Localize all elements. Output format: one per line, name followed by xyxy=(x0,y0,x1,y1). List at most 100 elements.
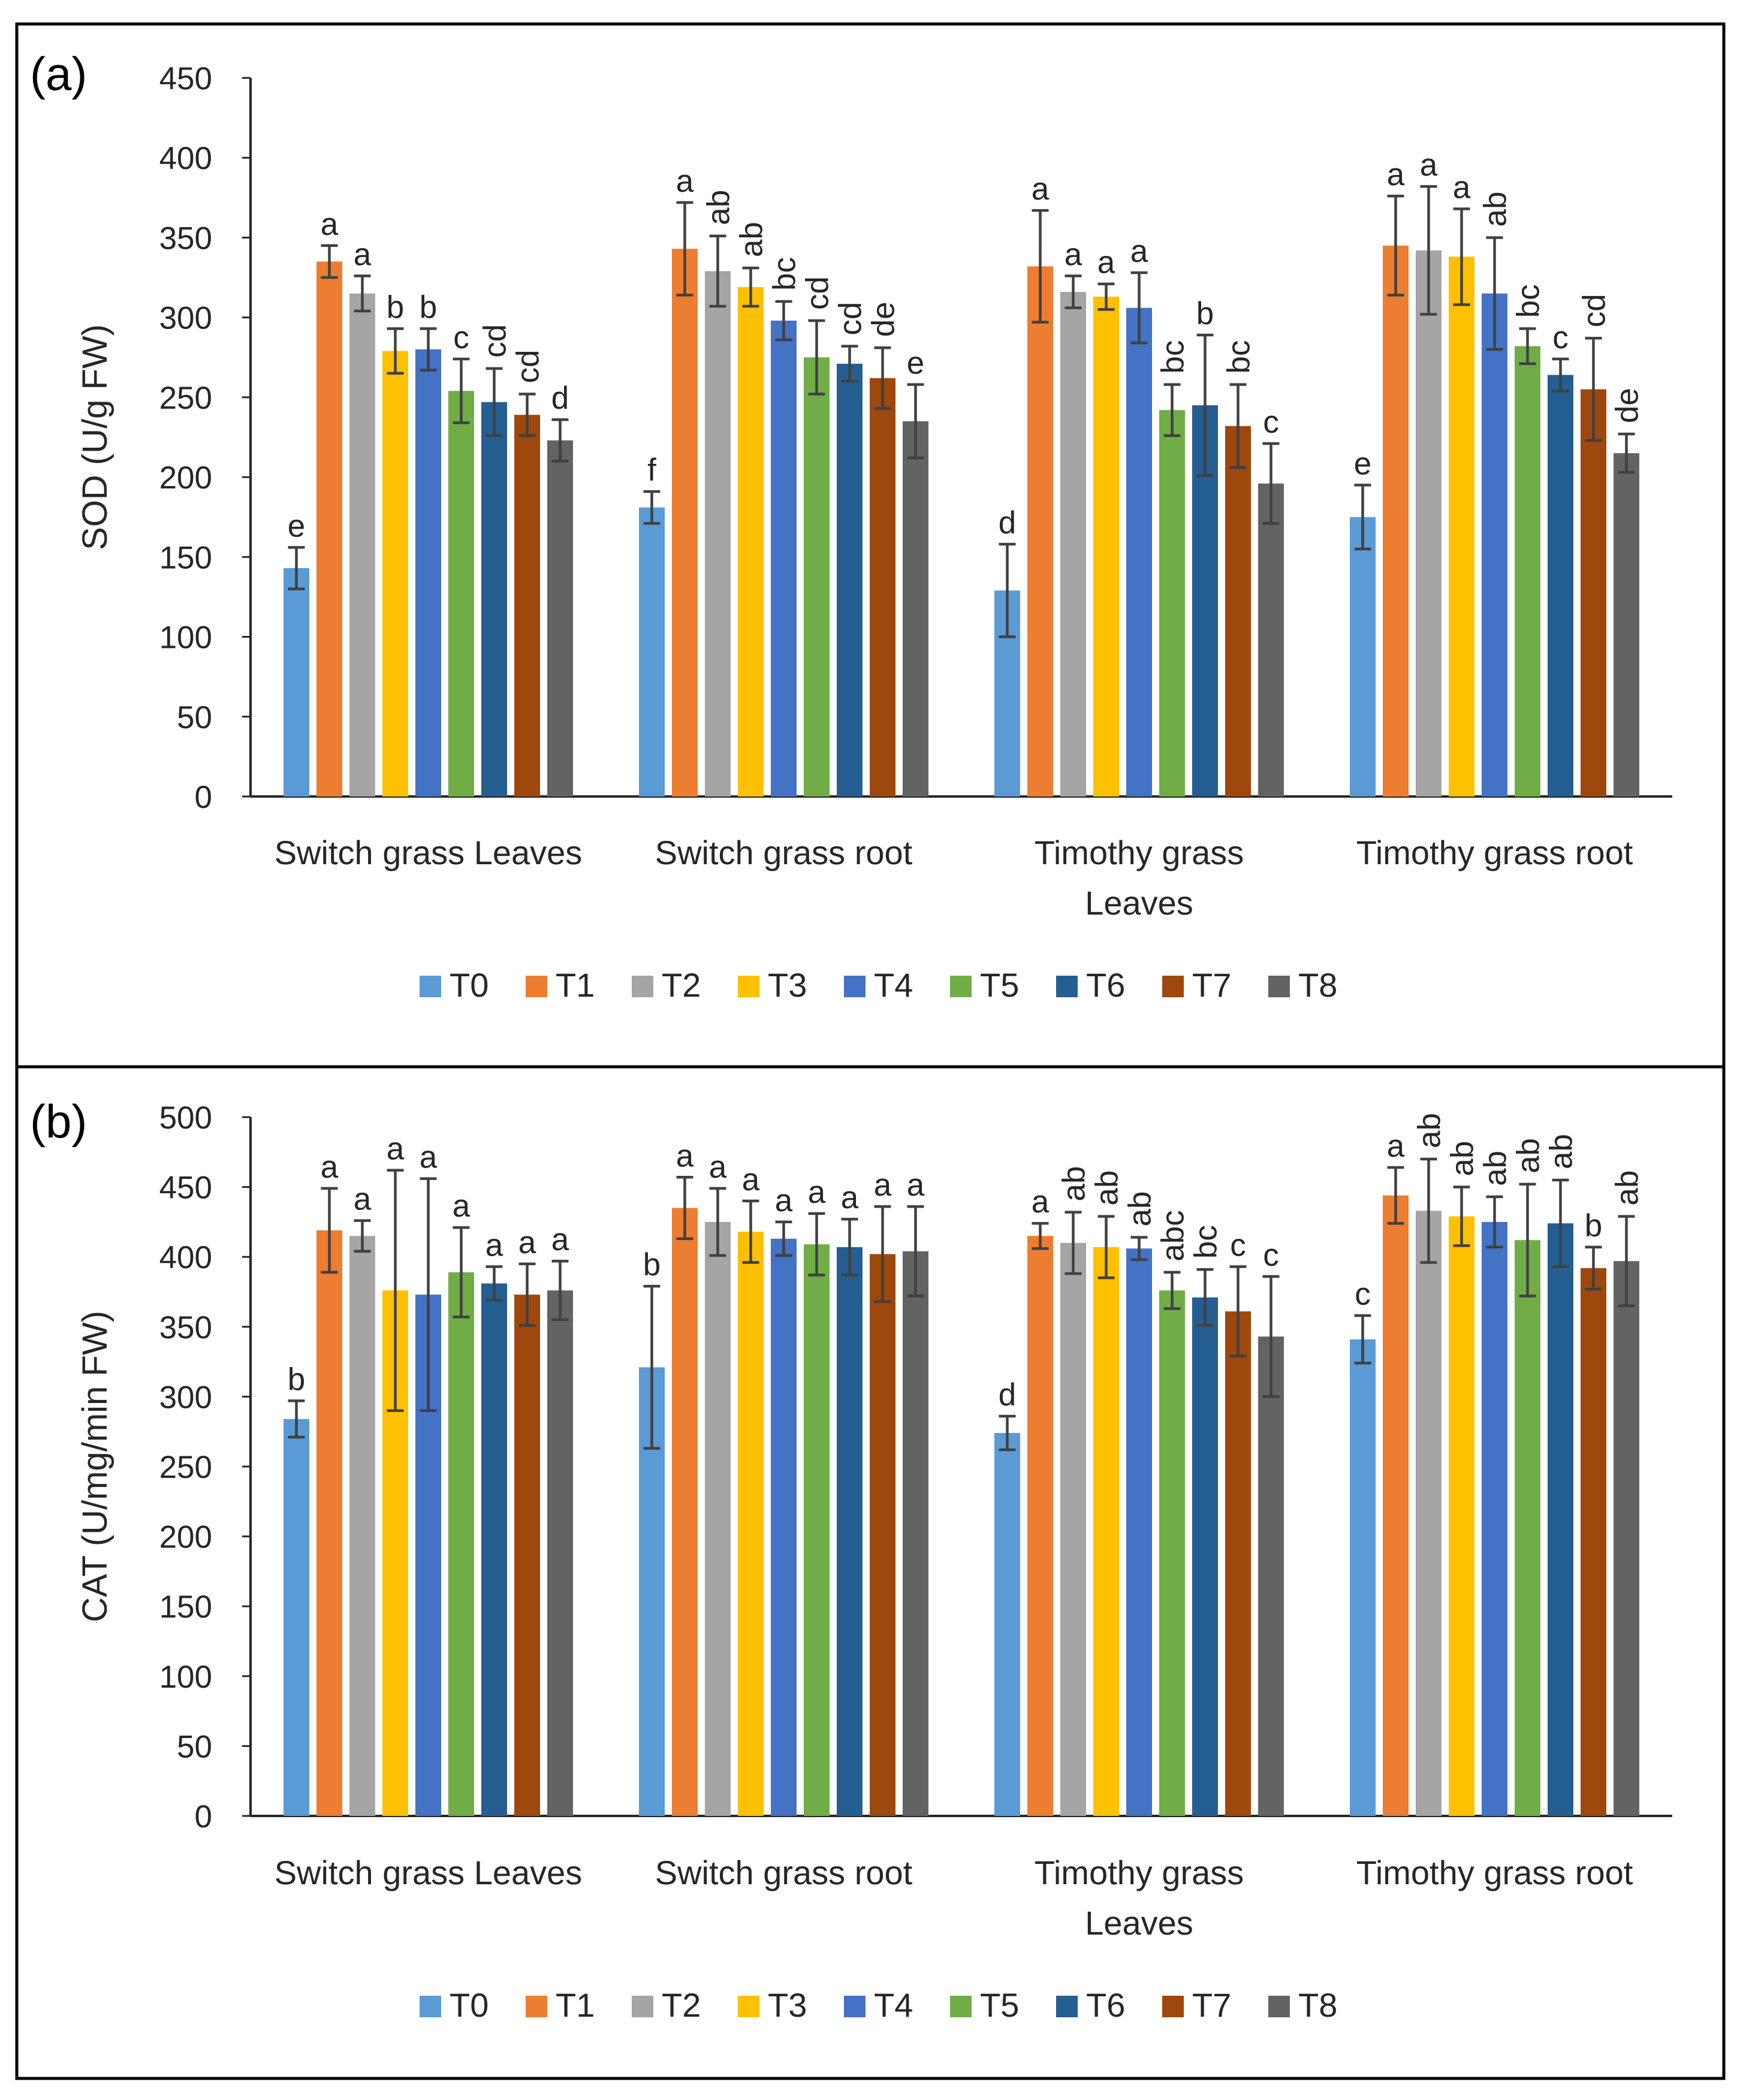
panel-a-legend-item-t3: T3 xyxy=(738,966,807,1004)
panel-a-significance-letter: bc xyxy=(767,257,803,291)
panel-b-significance-letter: abc xyxy=(1156,1210,1191,1261)
panel-b-category-label-line: Leaves xyxy=(1085,1904,1193,1942)
panel-a-category-label-line: Leaves xyxy=(1085,884,1193,922)
panel-a-bar-t0 xyxy=(639,507,665,796)
panel-a-bar-t6 xyxy=(481,402,507,796)
panel-a-significance-letter: e xyxy=(907,346,924,381)
panel-b-bar-t2 xyxy=(705,1221,731,1816)
panel-a-bar-t7 xyxy=(870,378,895,796)
panel-b-bar-t3 xyxy=(1449,1216,1474,1816)
panel-a-bar-t2 xyxy=(705,271,731,796)
panel-b-significance-letter: a xyxy=(676,1138,694,1173)
panel-a-bar-t3 xyxy=(1093,297,1119,796)
panel-b-category-label-line: Timothy grass xyxy=(1035,1854,1244,1891)
panel-b-legend-label: T7 xyxy=(1192,1986,1231,2024)
panel-a-bar-t7 xyxy=(514,415,540,796)
panel-a-y-tick-label: 400 xyxy=(159,141,212,176)
panel-a-significance-letter: cd xyxy=(833,302,869,336)
panel-b-significance-letter: d xyxy=(999,1377,1016,1413)
panel-b-significance-letter: a xyxy=(453,1188,471,1224)
panel-b-legend-label: T0 xyxy=(450,1986,488,2024)
panel-a-legend-swatch xyxy=(1056,976,1078,997)
panel-b-bar-t4 xyxy=(1482,1221,1507,1816)
panel-b-significance-letter: a xyxy=(1387,1129,1405,1164)
panel-b-legend-item-t7: T7 xyxy=(1162,1986,1231,2024)
panel-a-bar-t4 xyxy=(1482,293,1507,796)
panel-b-significance-letter: a xyxy=(841,1180,859,1215)
panel-b-bar-t7 xyxy=(514,1295,540,1816)
panel-b-bar-t0 xyxy=(284,1419,309,1816)
panel-b-significance-letter: ab xyxy=(1090,1170,1125,1206)
panel-a-bar-t5 xyxy=(448,391,474,796)
panel-a-significance-letter: c xyxy=(453,320,469,355)
panel-b-y-tick-label: 200 xyxy=(159,1520,212,1555)
panel-b-bar-t5 xyxy=(448,1272,474,1816)
panel-a-bar-t4 xyxy=(771,320,797,796)
panel-a-legend-swatch xyxy=(526,976,547,997)
panel-b-legend-label: T8 xyxy=(1298,1986,1337,2024)
panel-a-bar-t7 xyxy=(1581,389,1606,796)
panel-a-category-label-line: Timothy grass xyxy=(1035,834,1244,871)
panel-a-y-tick-label: 100 xyxy=(159,620,212,656)
panel-a-legend-label: T6 xyxy=(1086,966,1125,1004)
panel-b-bar-t1 xyxy=(672,1208,698,1816)
panel-a-significance-letter: a xyxy=(1064,237,1082,272)
panel-b-significance-letter: a xyxy=(485,1228,503,1263)
panel-b-cat-chart: (b) CAT (U/mg/min FW) 0 50 100 150 200 250 300 35… xyxy=(30,1095,1672,2024)
panel-b-label: (b) xyxy=(30,1095,87,1148)
panel-a-bar-t8 xyxy=(1258,483,1284,796)
panel-a-y-tick-label: 200 xyxy=(159,460,212,496)
panel-a-legend-label: T5 xyxy=(980,966,1019,1004)
panel-a-category-label-line: Switch grass Leaves xyxy=(275,834,583,871)
panel-b-bar-t3 xyxy=(738,1232,764,1816)
panel-b-legend-item-t0: T0 xyxy=(420,1986,488,2024)
panel-b-significance-letter: ab xyxy=(1412,1113,1448,1148)
panel-a-significance-letter: ab xyxy=(734,222,770,257)
panel-b-category-label: Timothy grass root xyxy=(1356,1854,1633,1891)
panel-a-significance-letter: e xyxy=(288,508,305,544)
panel-b-bar-t0 xyxy=(1350,1339,1376,1816)
panel-a-y-tick-label: 0 xyxy=(195,780,212,815)
panel-a-significance-letter: e xyxy=(1354,446,1371,481)
panel-a-significance-letter: a xyxy=(1453,170,1471,205)
panel-a-significance-letter: a xyxy=(1097,245,1115,280)
panel-b-significance-letter: ab xyxy=(1445,1141,1480,1176)
panel-a-legend-label: T1 xyxy=(556,966,595,1004)
panel-b-bar-t8 xyxy=(547,1290,573,1816)
panel-a-category-label: Timothy grass Leaves xyxy=(1035,834,1244,922)
panel-b-bar-t5 xyxy=(804,1244,830,1816)
panel-a-significance-letter: b xyxy=(420,289,437,325)
panel-b-significance-letter: a xyxy=(387,1132,405,1167)
panel-b-significance-letter: a xyxy=(907,1167,925,1203)
panel-a-bar-t8 xyxy=(903,421,928,796)
panel-b-legend-item-t8: T8 xyxy=(1268,1986,1337,2024)
panel-b-significance-letter: a xyxy=(742,1162,760,1197)
panel-a-bar-t3 xyxy=(382,351,408,796)
panel-a-bar-t3 xyxy=(1449,257,1474,796)
panel-a-significance-letter: ab xyxy=(1478,191,1513,227)
panel-a-legend-swatch xyxy=(632,976,653,997)
panel-a-significance-letter: c xyxy=(1263,405,1279,440)
panel-a-category-label-line: Timothy grass root xyxy=(1356,834,1633,871)
panel-a-significance-letter: a xyxy=(676,164,694,199)
panel-a-y-tick-label: 350 xyxy=(159,221,212,256)
panel-a-legend-swatch xyxy=(844,976,866,997)
panel-a-bar-t6 xyxy=(837,363,863,796)
panel-a-significance-letter: de xyxy=(866,301,901,337)
panel-b-significance-letter: ab xyxy=(1057,1166,1092,1202)
panel-b-bar-t6 xyxy=(481,1283,507,1816)
panel-a-significance-letter: bc xyxy=(1222,340,1257,374)
panel-a-bar-t3 xyxy=(738,287,764,796)
panel-a-legend-item-t1: T1 xyxy=(526,966,595,1004)
panel-a-significance-letter: a xyxy=(321,207,339,242)
panel-b-y-tick-label: 400 xyxy=(159,1240,212,1275)
panel-b-legend-swatch xyxy=(526,1996,547,2017)
panel-a-legend-item-t2: T2 xyxy=(632,966,701,1004)
panel-b-legend-label: T1 xyxy=(556,1986,595,2024)
panel-b-legend-label: T4 xyxy=(874,1986,913,2024)
panel-b-legend-swatch xyxy=(1056,1996,1078,2017)
panel-b-bar-t5 xyxy=(1159,1290,1185,1816)
panel-b-bar-t1 xyxy=(316,1230,342,1816)
panel-a-significance-letter: c xyxy=(1552,320,1569,355)
panel-a-significance-letter: a xyxy=(354,237,372,272)
